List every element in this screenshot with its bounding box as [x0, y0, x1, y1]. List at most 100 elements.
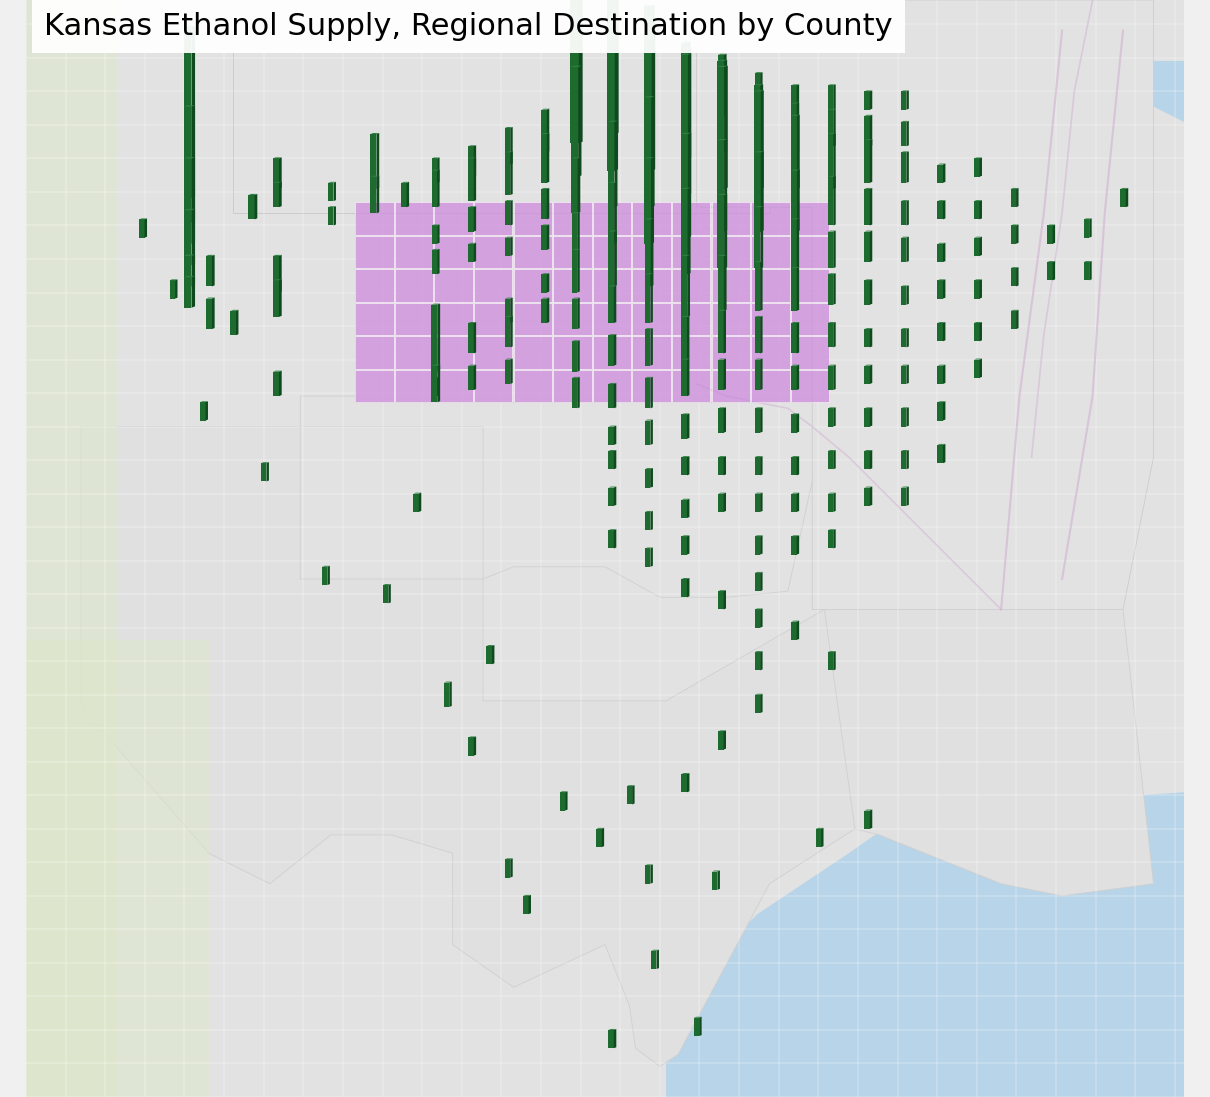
Bar	[672, 303, 710, 336]
Bar	[513, 336, 552, 369]
Bar	[755, 610, 760, 627]
Polygon shape	[191, 275, 195, 308]
Bar	[505, 298, 511, 323]
Polygon shape	[437, 249, 439, 274]
Polygon shape	[236, 309, 238, 336]
Polygon shape	[272, 280, 282, 281]
Bar	[272, 183, 280, 207]
Polygon shape	[615, 0, 618, 134]
Bar	[711, 871, 718, 890]
Polygon shape	[27, 640, 209, 1097]
Bar	[230, 310, 236, 336]
Bar	[791, 103, 796, 152]
Polygon shape	[687, 535, 690, 555]
Bar	[553, 370, 592, 403]
Polygon shape	[943, 444, 945, 463]
Bar	[791, 370, 829, 403]
Polygon shape	[718, 139, 727, 140]
Bar	[791, 536, 796, 555]
Polygon shape	[870, 407, 872, 427]
Polygon shape	[280, 280, 282, 317]
Bar	[541, 134, 547, 183]
Polygon shape	[652, 16, 655, 171]
Bar	[513, 202, 552, 235]
Polygon shape	[437, 170, 439, 207]
Polygon shape	[797, 170, 800, 231]
Polygon shape	[754, 84, 764, 86]
Polygon shape	[725, 66, 727, 189]
Bar	[609, 286, 613, 323]
Polygon shape	[272, 371, 282, 372]
Polygon shape	[419, 493, 421, 512]
Polygon shape	[796, 364, 799, 391]
Bar	[864, 281, 870, 305]
Bar	[541, 298, 547, 323]
Polygon shape	[724, 590, 726, 610]
Bar	[755, 457, 760, 475]
Bar	[328, 207, 334, 226]
Bar	[1047, 226, 1053, 244]
Polygon shape	[834, 407, 836, 427]
Polygon shape	[687, 359, 690, 396]
Bar	[938, 165, 943, 183]
Bar	[553, 336, 592, 369]
Bar	[974, 158, 980, 177]
Bar	[974, 360, 980, 377]
Bar	[1120, 189, 1125, 207]
Bar	[355, 370, 393, 403]
Bar	[755, 262, 760, 310]
Polygon shape	[657, 950, 659, 969]
Bar	[828, 86, 834, 110]
Polygon shape	[724, 493, 726, 512]
Bar	[633, 269, 670, 302]
Polygon shape	[272, 255, 282, 256]
Bar	[474, 269, 512, 302]
Bar	[718, 140, 724, 231]
Polygon shape	[834, 230, 836, 268]
Polygon shape	[687, 456, 690, 475]
Polygon shape	[547, 225, 549, 250]
Bar	[169, 281, 175, 298]
Bar	[370, 134, 376, 189]
Bar	[394, 370, 433, 403]
Polygon shape	[212, 255, 214, 286]
Bar	[828, 323, 834, 348]
Polygon shape	[334, 182, 336, 201]
Polygon shape	[300, 396, 824, 597]
Polygon shape	[906, 285, 909, 305]
Polygon shape	[906, 200, 909, 226]
Bar	[513, 269, 552, 302]
Polygon shape	[687, 42, 691, 122]
Bar	[751, 303, 790, 336]
Bar	[864, 140, 870, 183]
Polygon shape	[651, 468, 653, 487]
Bar	[693, 1018, 699, 1036]
Bar	[645, 548, 651, 567]
Bar	[1010, 226, 1016, 244]
Bar	[755, 360, 760, 391]
Bar	[718, 55, 724, 116]
Polygon shape	[724, 139, 727, 231]
Bar	[644, 7, 651, 128]
Bar	[553, 303, 592, 336]
Polygon shape	[613, 335, 616, 365]
Polygon shape	[760, 572, 762, 591]
Polygon shape	[687, 47, 691, 158]
Bar	[139, 219, 144, 238]
Bar	[644, 98, 651, 207]
Bar	[597, 829, 601, 847]
Polygon shape	[473, 364, 476, 391]
Polygon shape	[1125, 188, 1128, 207]
Polygon shape	[870, 90, 872, 110]
Bar	[791, 219, 796, 268]
Polygon shape	[791, 170, 800, 171]
Polygon shape	[906, 90, 909, 110]
Bar	[791, 202, 829, 235]
Bar	[559, 792, 565, 811]
Bar	[711, 336, 750, 369]
Bar	[644, 19, 652, 171]
Polygon shape	[613, 285, 616, 323]
Bar	[434, 303, 473, 336]
Polygon shape	[760, 535, 762, 555]
Polygon shape	[724, 54, 726, 116]
